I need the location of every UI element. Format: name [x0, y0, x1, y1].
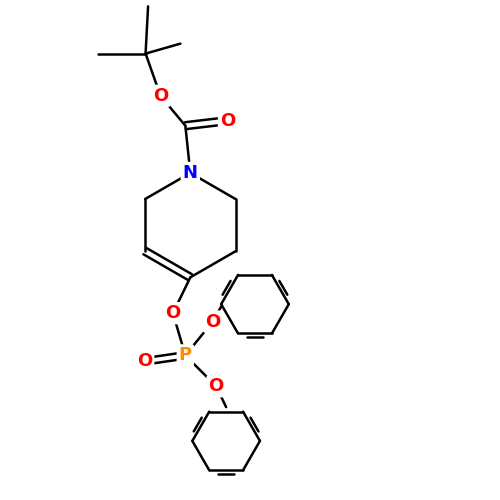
Text: O: O — [205, 312, 220, 330]
Text: O: O — [220, 112, 236, 130]
Text: O: O — [166, 304, 180, 322]
Text: O: O — [137, 352, 152, 370]
Text: N: N — [183, 164, 198, 182]
Text: O: O — [153, 87, 168, 105]
Text: P: P — [179, 346, 192, 364]
Text: O: O — [208, 377, 224, 395]
